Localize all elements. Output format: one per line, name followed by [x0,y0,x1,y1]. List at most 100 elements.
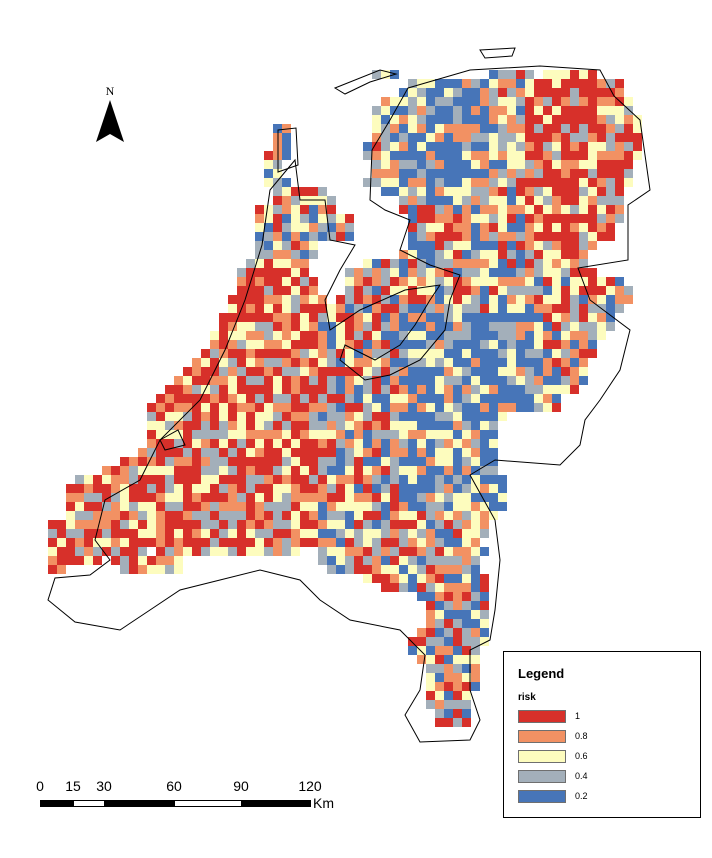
risk-cell [264,205,273,214]
risk-cell [498,115,507,124]
risk-cell [120,556,129,565]
risk-cell [363,259,372,268]
risk-cell [570,187,579,196]
risk-cell [507,313,516,322]
risk-cell [327,430,336,439]
risk-cell [399,313,408,322]
risk-cell [516,142,525,151]
risk-cell [390,313,399,322]
risk-cell [462,439,471,448]
risk-cell [381,484,390,493]
risk-cell [462,196,471,205]
risk-cell [66,502,75,511]
risk-cell [606,277,615,286]
risk-cell [552,349,561,358]
risk-cell [336,232,345,241]
risk-cell [408,322,417,331]
risk-cell [255,241,264,250]
risk-cell [561,97,570,106]
risk-cell [525,142,534,151]
risk-cell [129,493,138,502]
risk-cell [120,502,129,511]
risk-cell [552,277,561,286]
legend-field-name: risk [518,692,536,703]
risk-cell [228,430,237,439]
risk-cell [291,340,300,349]
risk-cell [417,574,426,583]
risk-cell [471,196,480,205]
risk-cell [273,394,282,403]
risk-cell [300,259,309,268]
risk-cell [219,502,228,511]
risk-cell [165,556,174,565]
risk-cell [417,385,426,394]
risk-cell [336,475,345,484]
risk-cell [390,187,399,196]
risk-cell [408,565,417,574]
risk-cell [471,466,480,475]
risk-cell [462,286,471,295]
risk-cell [327,340,336,349]
risk-cell [264,511,273,520]
risk-cell [165,529,174,538]
risk-cell [255,313,264,322]
risk-cell [498,340,507,349]
scale-bar: 0 15 30 60 90 120 Km [36,778,340,818]
risk-cell [462,493,471,502]
risk-cell [246,295,255,304]
risk-cell [408,367,417,376]
risk-cell [417,115,426,124]
risk-cell [327,412,336,421]
risk-cell [435,628,444,637]
risk-cell [264,457,273,466]
risk-cell [246,322,255,331]
risk-cell [552,259,561,268]
risk-cell [624,160,633,169]
risk-cell [408,430,417,439]
risk-cell [507,70,516,79]
risk-cell [156,466,165,475]
risk-cell [516,169,525,178]
risk-cell [444,637,453,646]
risk-cell [327,466,336,475]
risk-cell [120,538,129,547]
risk-cell [327,538,336,547]
risk-cell [75,529,84,538]
risk-cell [570,115,579,124]
risk-cell [345,556,354,565]
risk-cell [516,376,525,385]
risk-cell [480,349,489,358]
risk-cell [273,421,282,430]
risk-cell [615,106,624,115]
risk-cell [174,439,183,448]
risk-cell [471,628,480,637]
risk-cell [471,376,480,385]
risk-cell [471,358,480,367]
risk-cell [516,403,525,412]
risk-cell [345,358,354,367]
risk-cell [462,466,471,475]
risk-cell [543,331,552,340]
risk-cell [201,493,210,502]
risk-cell [453,169,462,178]
risk-cell [615,178,624,187]
risk-cell [453,367,462,376]
risk-cell [444,619,453,628]
risk-cell [498,142,507,151]
risk-cell [507,79,516,88]
risk-cell [489,106,498,115]
risk-cell [426,475,435,484]
risk-cell [300,484,309,493]
risk-cell [453,511,462,520]
risk-cell [597,106,606,115]
risk-cell [615,115,624,124]
risk-cell [372,529,381,538]
risk-cell [579,97,588,106]
risk-cell [246,466,255,475]
risk-cell [219,493,228,502]
risk-cell [633,115,642,124]
risk-cell [426,133,435,142]
risk-cell [345,484,354,493]
risk-cell [363,340,372,349]
risk-cell [588,304,597,313]
